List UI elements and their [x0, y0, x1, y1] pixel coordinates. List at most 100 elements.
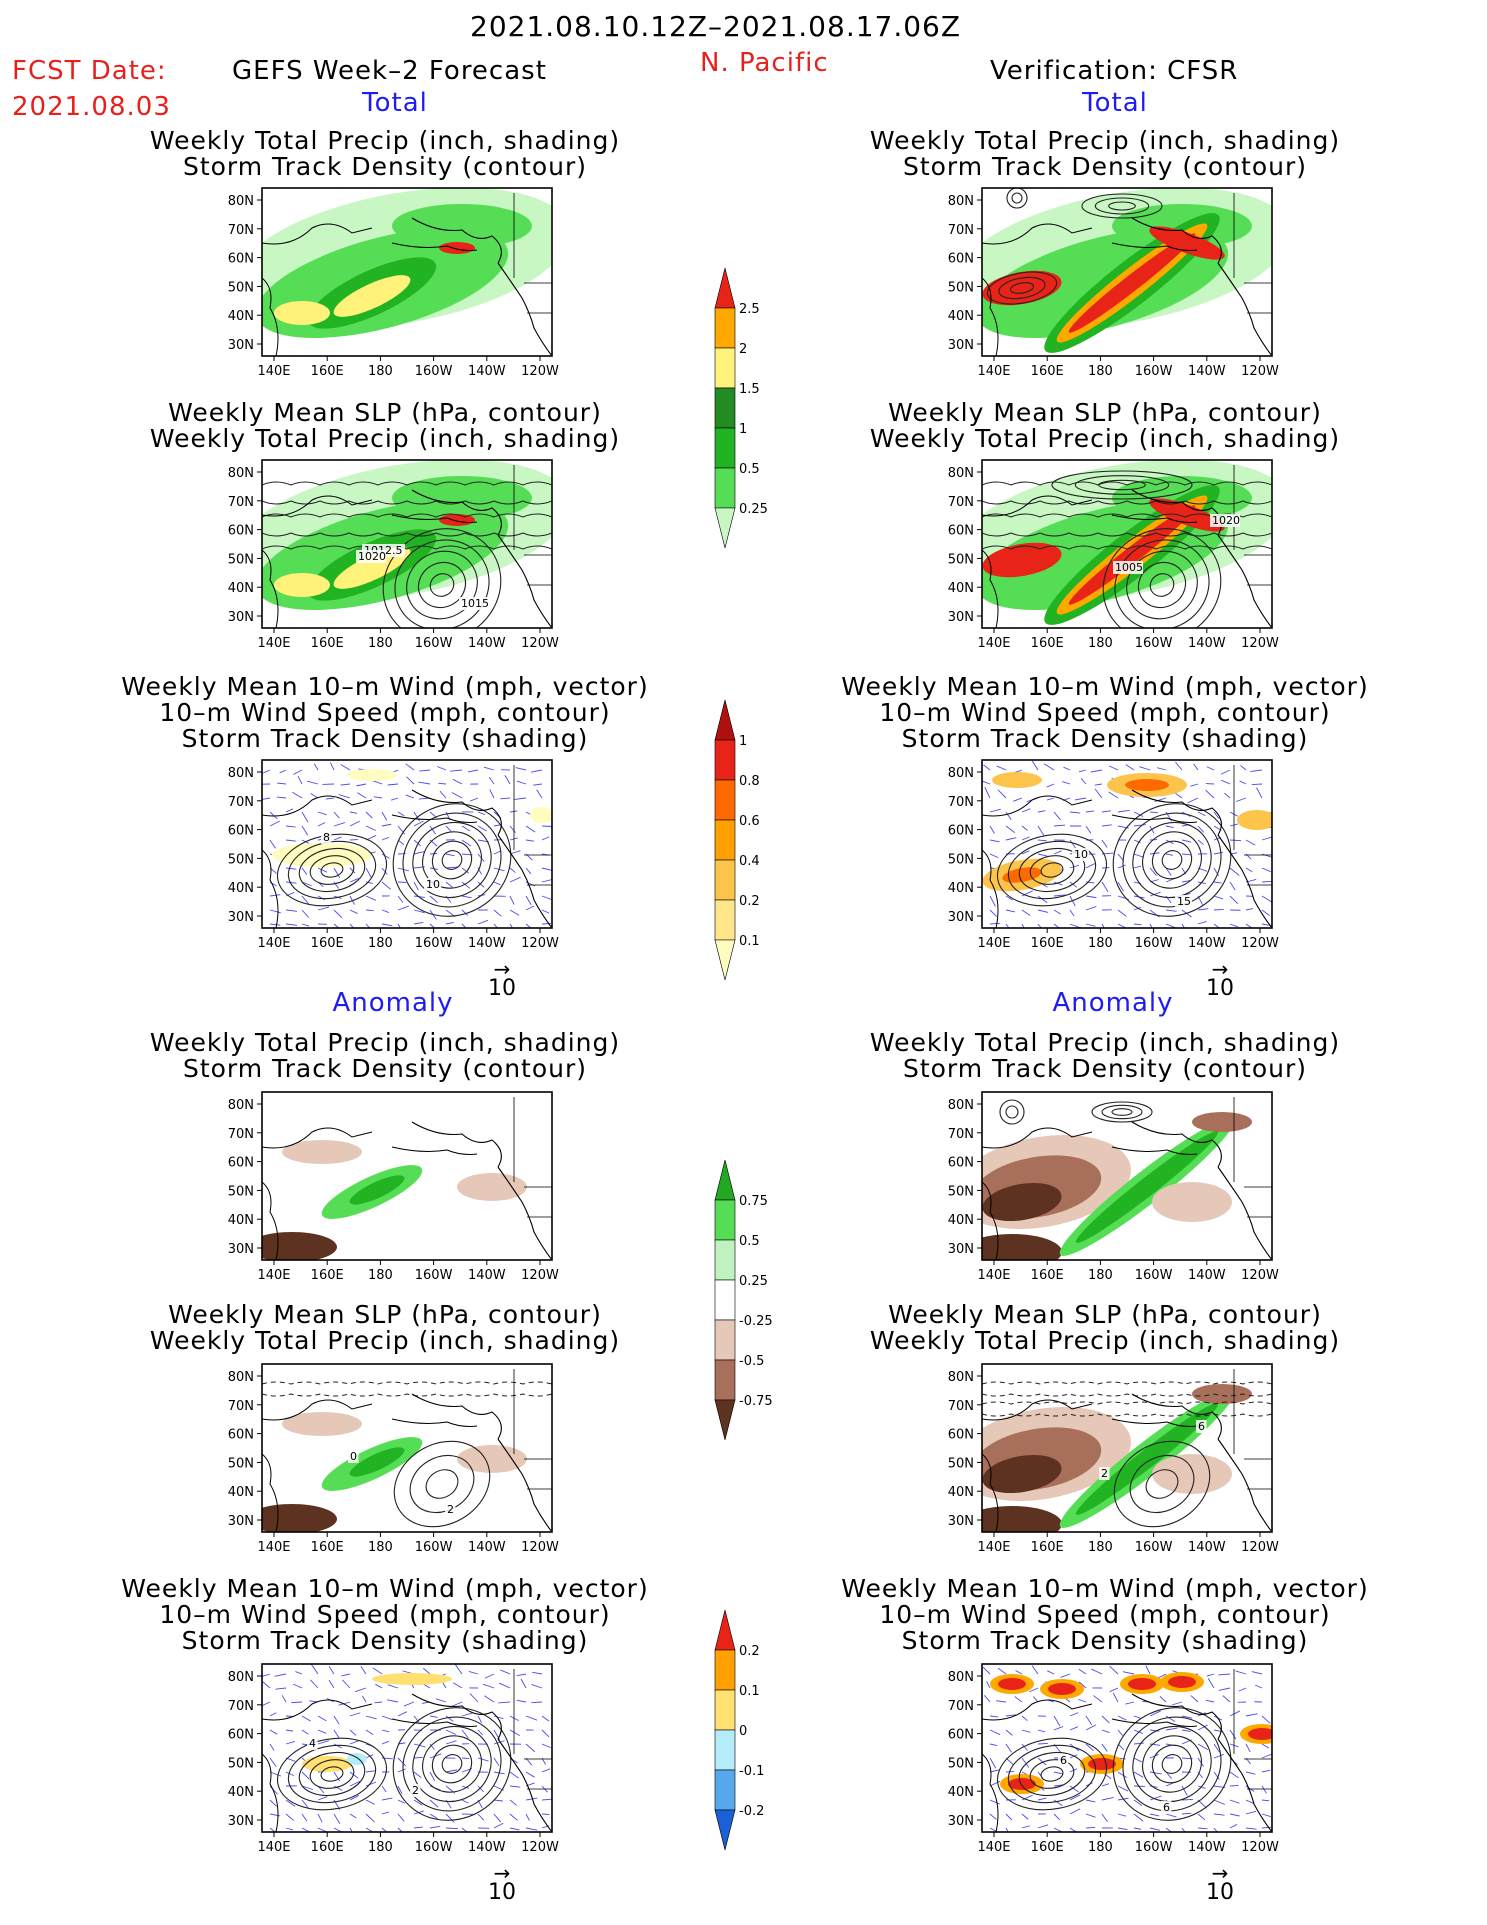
coastline: [411, 1693, 502, 1740]
wind-vector: [349, 1729, 357, 1736]
wind-vector: [381, 811, 388, 821]
coastline: [1111, 1418, 1198, 1427]
lat-label: 40N: [228, 1785, 254, 1800]
wind-vector: [333, 923, 340, 928]
wind-vector: [340, 764, 351, 771]
lat-label: 50N: [948, 280, 974, 295]
lat-label: 60N: [228, 252, 254, 267]
wind-vector: [509, 1799, 517, 1806]
lat-label: 50N: [228, 280, 254, 295]
coastline: [1131, 789, 1222, 836]
border-line: [1244, 282, 1272, 314]
wind-vector: [445, 1827, 458, 1830]
lat-label: 40N: [948, 1485, 974, 1500]
wind-vector: [1165, 909, 1177, 912]
wind-vector: [996, 765, 1007, 771]
lon-label: 180: [368, 936, 393, 951]
wind-vector: [349, 1740, 359, 1745]
wind-vector: [1021, 890, 1033, 897]
wind-vector: [1149, 923, 1153, 928]
wind-vector: [1109, 1665, 1119, 1675]
wind-vector: [1133, 824, 1146, 827]
colorbar-segment: [714, 1689, 736, 1731]
contour-line: [429, 573, 455, 597]
contour-label-bg: [321, 831, 332, 844]
wind-vector: [1165, 1813, 1177, 1818]
wind-vector: [477, 1785, 484, 1793]
lat-label: 70N: [228, 1699, 254, 1714]
wind-vector: [1037, 1757, 1047, 1766]
wind-vector: [328, 1679, 335, 1689]
map-field: [262, 188, 552, 356]
map-field: [982, 1664, 1272, 1832]
vector-reference: → 10: [488, 1861, 516, 1905]
wind-vector: [429, 1813, 438, 1820]
contour-line: [392, 1707, 512, 1821]
wind-vector: [1165, 867, 1172, 876]
wind-vector: [525, 1797, 538, 1801]
wind-vector: [1021, 1825, 1030, 1829]
contour-label-bg: [1196, 1420, 1207, 1433]
wind-vector: [493, 1715, 504, 1720]
wind-vector: [1037, 1797, 1047, 1801]
wind-vector: [438, 782, 447, 785]
wind-vector: [269, 1743, 275, 1751]
contour-line: [982, 1381, 1272, 1385]
wind-vector: [413, 1799, 423, 1806]
wind-vector: [509, 895, 515, 905]
wind-vector: [509, 876, 521, 883]
lat-label: 60N: [228, 824, 254, 839]
coastline: [1131, 217, 1222, 264]
wind-vector: [1187, 797, 1199, 804]
wind-vector: [1005, 1743, 1012, 1753]
wind-vector: [317, 867, 328, 873]
contour-line: [1122, 1716, 1222, 1812]
lon-label: 140E: [977, 1540, 1010, 1555]
anom-track-colorbar: 0.2 0.1 0 -0.1 -0.2: [714, 1609, 764, 1851]
lat-label: 40N: [228, 309, 254, 324]
wind-vector: [317, 1813, 323, 1823]
wind-vector: [989, 1780, 1001, 1787]
wind-vector: [1213, 881, 1222, 884]
wind-vector: [269, 1771, 282, 1777]
wind-vector: [989, 1813, 997, 1820]
contour-line: [402, 1716, 502, 1812]
lat-label: 40N: [948, 581, 974, 596]
wind-vector: [1046, 783, 1055, 788]
wind-vector: [525, 1715, 538, 1721]
wind-vector: [445, 853, 455, 857]
wind-vector: [989, 808, 1001, 813]
lat-label: 70N: [228, 1127, 254, 1142]
shading-blob: [392, 476, 532, 520]
wind-vector: [307, 780, 319, 785]
contour-line: [1029, 1759, 1075, 1789]
contour-line: [441, 850, 463, 870]
wind-vector: [317, 1796, 328, 1801]
wind-vector: [1205, 1699, 1215, 1703]
wind-vector: [1094, 783, 1103, 786]
wind-vector: [1205, 789, 1215, 799]
lon-label: 140W: [1188, 364, 1226, 379]
wind-vector: [365, 895, 377, 901]
lon-label: 180: [368, 1268, 393, 1283]
wind-vector: [293, 769, 303, 775]
coastline: [262, 1753, 279, 1832]
wind-vector: [333, 909, 343, 919]
wind-vector: [1193, 763, 1199, 771]
contour-line: [982, 545, 1272, 550]
coastline: [262, 495, 373, 517]
wind-vector: [1117, 881, 1124, 892]
wind-vector: [1021, 923, 1025, 928]
wind-vector: [1229, 1729, 1237, 1740]
wind-vector: [493, 1740, 505, 1745]
contour-line: [262, 545, 552, 550]
wind-vector: [397, 1813, 405, 1822]
shading-blob: [982, 542, 1062, 578]
wind-vector: [429, 825, 436, 835]
shading-blob: [1149, 498, 1225, 532]
wind-vector: [525, 839, 535, 842]
wind-vector: [445, 825, 452, 832]
lon-label: 140W: [468, 1268, 506, 1283]
wind-vector: [418, 781, 431, 785]
